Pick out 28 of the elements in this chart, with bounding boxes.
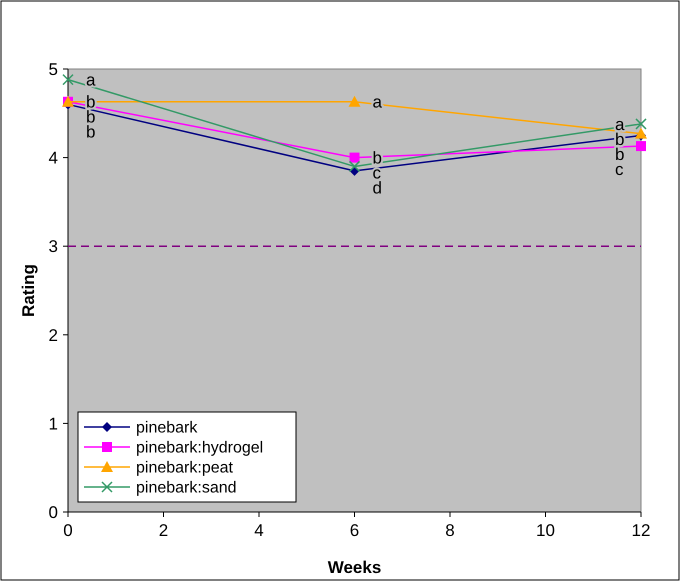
point <box>635 118 647 130</box>
x-tick-label: 0 <box>63 521 73 540</box>
x-tick-label: 8 <box>445 521 455 540</box>
legend-label: pinebark:sand <box>136 480 237 497</box>
x-tick-label: 2 <box>158 521 168 540</box>
x-axis-title: Weeks <box>328 558 382 577</box>
legend-label: pinebark <box>136 420 198 437</box>
y-tick-label: 3 <box>48 237 58 256</box>
x-tick-label: 10 <box>536 521 555 540</box>
y-tick-label: 1 <box>48 414 58 434</box>
legend-label: pinebark:peat <box>136 460 234 477</box>
x-tick-label: 6 <box>350 521 360 540</box>
legend-label: pinebark:hydrogel <box>136 440 264 457</box>
point <box>348 160 360 172</box>
annotation: d <box>372 178 382 198</box>
annotation: b <box>86 122 96 142</box>
point <box>348 96 360 107</box>
point <box>62 74 74 86</box>
point <box>636 141 646 152</box>
y-tick-label: 5 <box>48 60 58 79</box>
y-tick-label: 0 <box>48 502 58 522</box>
y-tick-label: 2 <box>48 326 58 345</box>
y-axis-title: Rating <box>19 264 38 317</box>
y-tick-label: 4 <box>48 148 58 168</box>
x-tick-label: 12 <box>632 521 650 540</box>
x-tick-label: 4 <box>254 521 264 540</box>
annotation: a <box>86 70 96 90</box>
point <box>350 152 360 163</box>
